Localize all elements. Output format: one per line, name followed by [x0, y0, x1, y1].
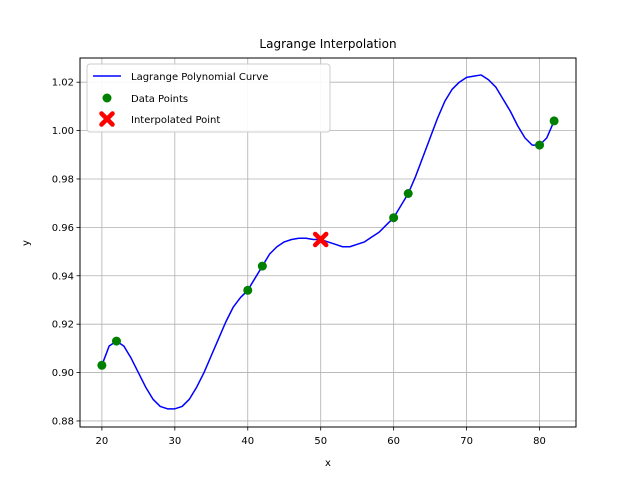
data-point	[389, 213, 399, 223]
chart-title: Lagrange Interpolation	[259, 37, 396, 51]
y-axis-ticks: 0.88 0.90 0.92 0.94 0.96 0.98 1.00 1.02	[52, 78, 80, 427]
data-point	[549, 116, 559, 126]
x-tick-label: 20	[96, 436, 109, 447]
y-tick-label: 0.92	[52, 320, 74, 331]
data-point	[243, 285, 253, 295]
data-point	[97, 360, 107, 370]
data-point	[403, 189, 413, 199]
legend-label-points: Data Points	[131, 94, 188, 105]
y-tick-label: 0.96	[52, 223, 74, 234]
y-axis-label: y	[21, 240, 32, 246]
legend-x-marker-icon	[99, 111, 115, 127]
x-tick-label: 50	[314, 436, 327, 447]
interpolated-point-marker	[312, 231, 329, 248]
data-point	[111, 336, 121, 346]
y-tick-label: 1.02	[52, 78, 74, 89]
marker-stroke	[312, 231, 329, 248]
x-tick-label: 80	[533, 436, 546, 447]
x-tick-label: 30	[168, 436, 181, 447]
data-point	[257, 261, 267, 271]
legend: Lagrange Polynomial Curve Data Points In…	[86, 63, 331, 133]
x-axis-ticks: 20 30 40 50 60 70 80	[96, 427, 546, 447]
series-layer	[97, 74, 559, 410]
legend-label-curve: Lagrange Polynomial Curve	[131, 72, 268, 83]
lagrange-curve-line	[101, 74, 555, 410]
legend-box	[86, 63, 331, 133]
y-tick-label: 0.88	[52, 416, 74, 427]
y-tick-label: 0.90	[52, 368, 74, 379]
y-tick-label: 0.94	[52, 271, 74, 282]
plot-frame	[79, 57, 577, 428]
legend-dot-swatch	[102, 93, 112, 103]
y-tick-label: 1.00	[52, 126, 74, 137]
data-point	[535, 140, 545, 150]
x-tick-label: 70	[460, 436, 473, 447]
x-tick-label: 60	[387, 436, 400, 447]
x-axis-label: x	[325, 458, 331, 469]
y-tick-label: 0.98	[52, 174, 74, 185]
x-tick-label: 40	[241, 436, 254, 447]
legend-label-interpolated: Interpolated Point	[131, 115, 220, 126]
